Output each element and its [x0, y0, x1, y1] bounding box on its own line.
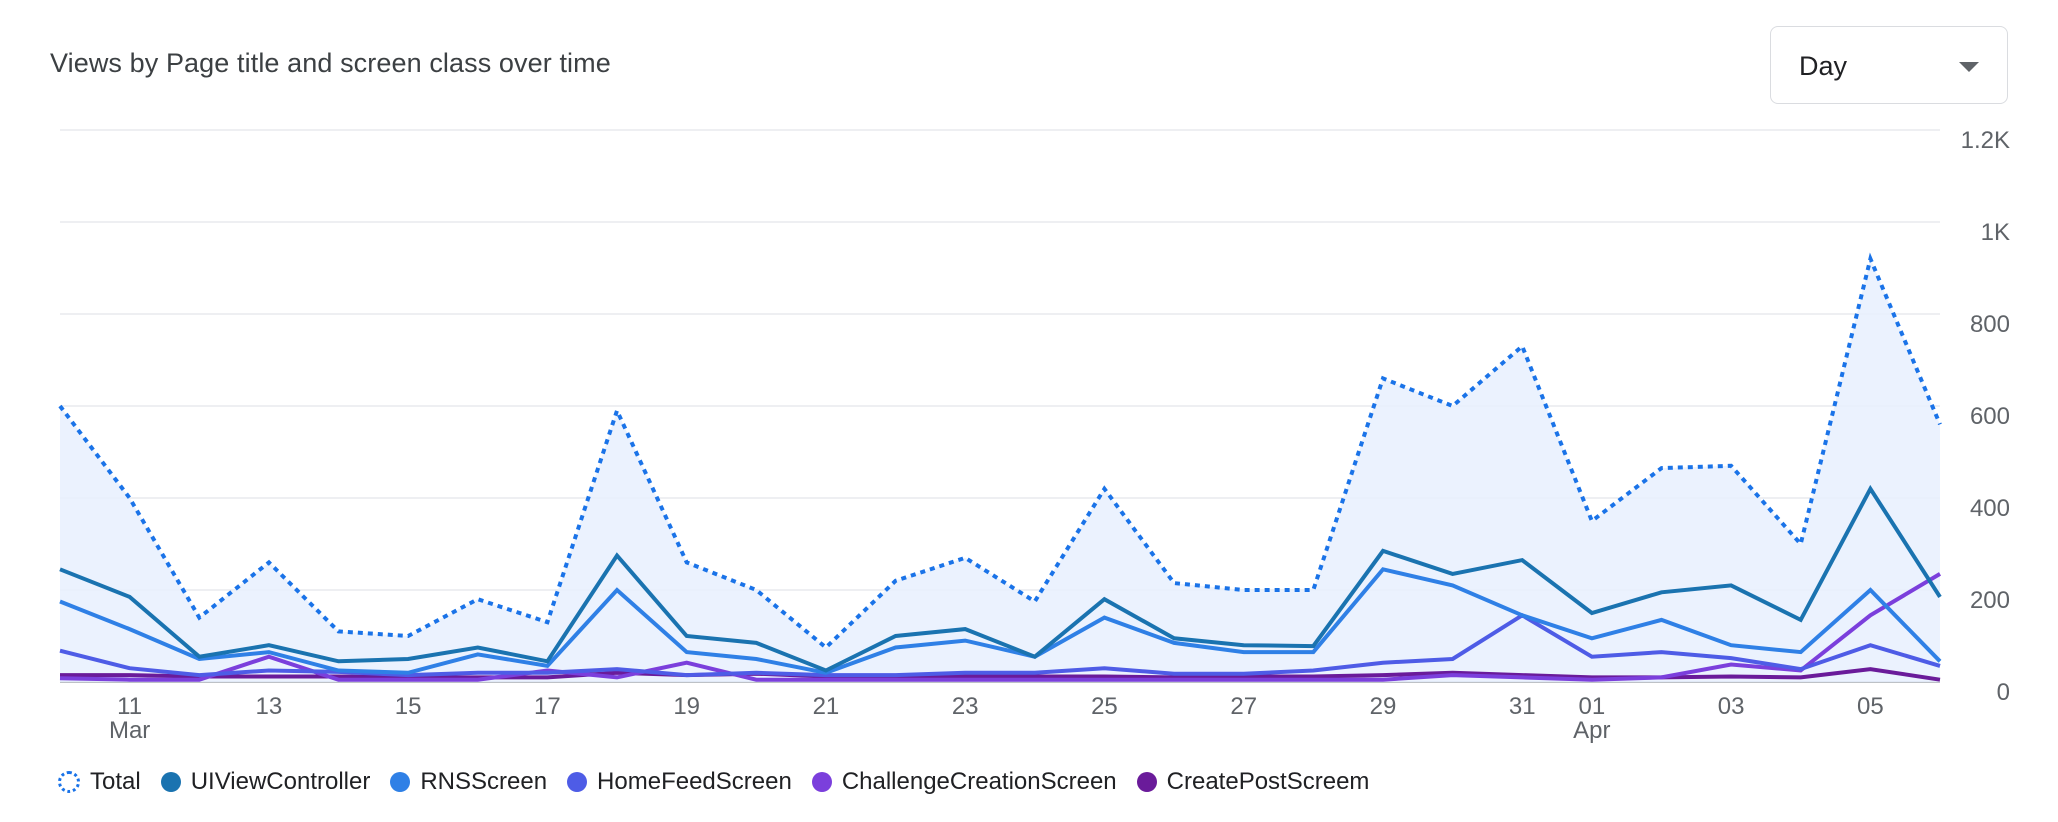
series-line-rnsscreen: [59, 567, 1942, 675]
legend-swatch-icon: [1136, 772, 1157, 792]
x-tick-sublabel: Apr: [1573, 717, 1610, 744]
chevron-down-icon: [1959, 62, 1979, 72]
x-tick-label: 13: [256, 693, 283, 720]
legend-label: UIViewController: [190, 768, 371, 795]
x-tick-label: 05: [1857, 693, 1884, 720]
legend-item[interactable]: ChallengeCreationScreen: [811, 768, 1117, 796]
x-tick-label: 11: [117, 693, 142, 720]
legend-swatch-icon: [160, 772, 181, 792]
x-tick-label: 21: [813, 693, 840, 720]
x-tick-label: 15: [395, 693, 422, 720]
x-tick-label: 01: [1579, 693, 1606, 720]
x-tick-label: 29: [1370, 693, 1397, 720]
series-line-challengecreationscreen: [59, 572, 1942, 682]
series-line-uiviewcontroller: [59, 484, 1942, 673]
y-tick-label: 600: [1970, 403, 2010, 430]
legend-item[interactable]: RNSScreen: [390, 768, 547, 796]
legend-item[interactable]: Total: [58, 768, 141, 796]
legend-label: ChallengeCreationScreen: [841, 768, 1117, 795]
legend-item[interactable]: UIViewController: [160, 768, 371, 796]
x-tick-label: 03: [1718, 693, 1745, 720]
granularity-selected: Day: [1799, 51, 1848, 81]
x-tick-label: 31: [1509, 693, 1536, 720]
legend-swatch-icon: [390, 772, 411, 792]
chart-title: Views by Page title and screen class ove…: [50, 48, 611, 78]
series-area-total: [60, 258, 1940, 682]
legend-item[interactable]: CreatePostScreem: [1136, 768, 1370, 796]
x-tick-label: 17: [534, 693, 561, 720]
x-tick-label: 27: [1230, 693, 1257, 720]
y-tick-label: 1.2K: [1961, 127, 2010, 154]
x-tick-label: 19: [673, 693, 700, 720]
legend-swatch-icon: [58, 771, 80, 793]
legend-swatch-icon: [811, 772, 832, 792]
legend-swatch-icon: [567, 772, 588, 792]
legend-item[interactable]: HomeFeedScreen: [567, 768, 792, 796]
chart-legend: Total UIViewController RNSScreen HomeFeedSc…: [58, 768, 1389, 796]
x-tick-label: 25: [1091, 693, 1118, 720]
granularity-dropdown[interactable]: Day: [1770, 26, 2008, 104]
legend-label: HomeFeedScreen: [597, 768, 792, 795]
legend-label: Total: [90, 768, 141, 795]
y-tick-label: 1K: [1981, 219, 2010, 246]
x-tick-label: 23: [952, 693, 979, 720]
y-tick-label: 800: [1970, 311, 2010, 338]
legend-label: RNSScreen: [420, 768, 548, 795]
y-tick-label: 0: [1997, 679, 2010, 706]
y-tick-label: 200: [1970, 587, 2010, 614]
y-tick-label: 400: [1970, 495, 2010, 522]
x-tick-sublabel: Mar: [109, 717, 150, 744]
legend-label: CreatePostScreem: [1166, 768, 1370, 795]
